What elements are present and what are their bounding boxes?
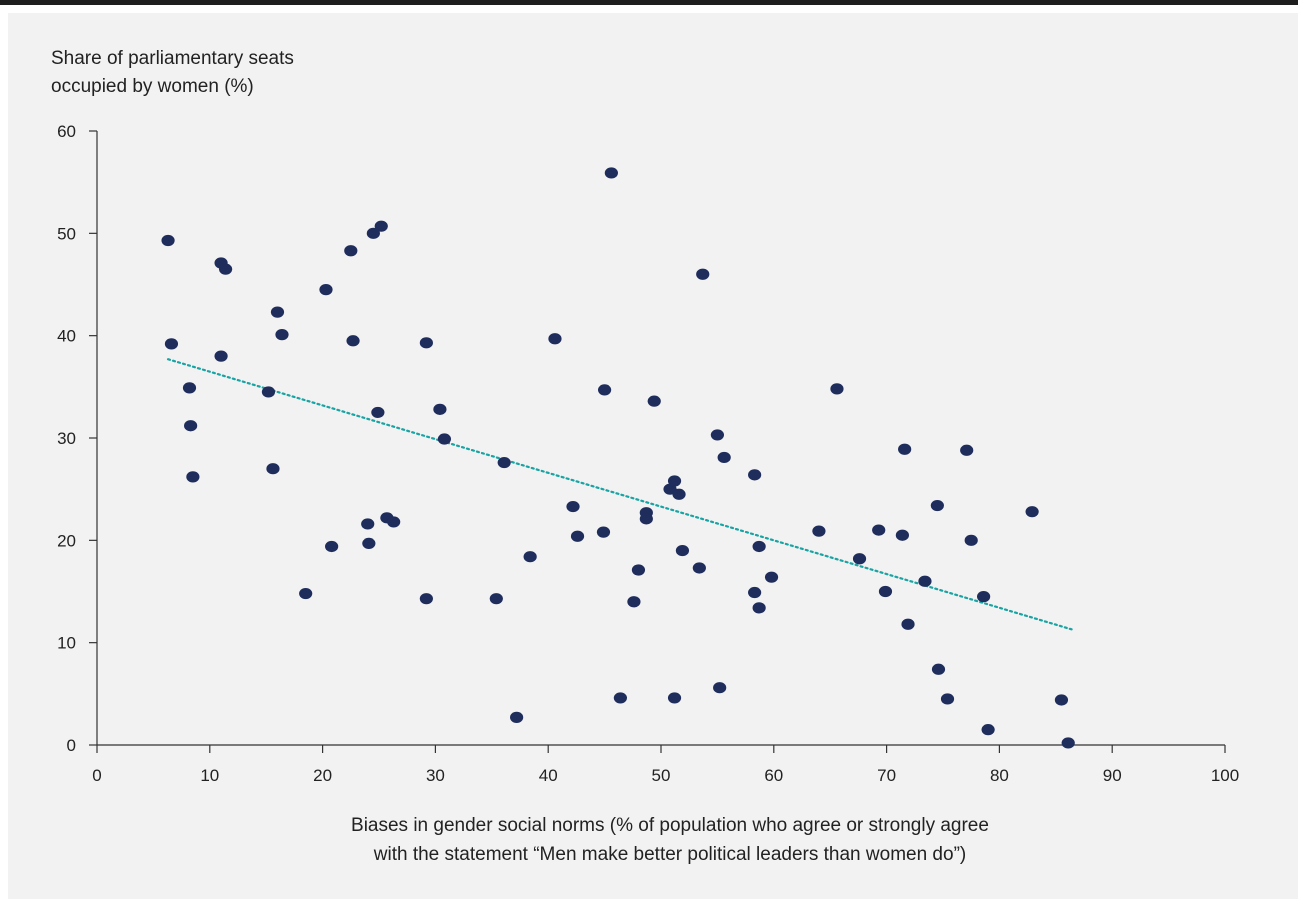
y-axis-title: Share of parliamentary seats occupied by… [51, 48, 294, 97]
data-point [940, 693, 955, 705]
y-tick-label: 30 [57, 429, 76, 448]
data-point [812, 525, 826, 537]
data-point [523, 551, 537, 563]
x-tick-label: 60 [764, 766, 783, 785]
data-point [752, 602, 766, 614]
data-point [960, 444, 974, 456]
data-point [261, 386, 276, 398]
data-point [764, 571, 779, 583]
data-point [901, 618, 915, 630]
data-point [895, 529, 909, 541]
data-point [164, 338, 179, 350]
data-point [361, 518, 375, 530]
data-point [977, 591, 991, 603]
data-point [692, 562, 706, 574]
data-point [931, 663, 946, 675]
x-axis-title: Biases in gender social norms (% of popu… [351, 815, 989, 865]
x-tick-label: 100 [1211, 766, 1239, 785]
x-tick-label: 90 [1103, 766, 1122, 785]
data-point [596, 526, 611, 538]
data-point [647, 395, 661, 407]
data-point [748, 586, 762, 599]
y-tick-label: 60 [57, 122, 76, 141]
data-point [872, 524, 886, 536]
data-point [964, 534, 978, 546]
data-point [1061, 737, 1075, 749]
data-point [362, 537, 376, 550]
data-point [672, 488, 686, 500]
data-point [218, 263, 233, 275]
data-point [275, 329, 289, 341]
data-point [566, 500, 580, 513]
data-point [548, 333, 562, 345]
data-point [930, 499, 944, 512]
data-point [489, 593, 503, 605]
data-point [437, 433, 452, 445]
data-point [497, 456, 511, 469]
y-tick-label: 50 [57, 224, 76, 243]
data-point [266, 463, 280, 475]
y-tick-label: 0 [67, 736, 76, 755]
data-point [627, 596, 641, 608]
data-point [570, 530, 585, 542]
y-tick-label: 40 [57, 327, 76, 346]
data-point [667, 692, 682, 704]
data-point [419, 593, 433, 605]
y-tick-label: 20 [57, 531, 76, 550]
data-point [366, 227, 380, 239]
points-layer [161, 167, 1075, 749]
data-point [878, 585, 893, 598]
data-point [604, 167, 618, 179]
data-point [1054, 694, 1069, 706]
data-point [918, 575, 932, 587]
x-tick-label: 80 [990, 766, 1009, 785]
data-point [830, 383, 844, 395]
data-point [598, 384, 612, 396]
data-point [182, 382, 197, 394]
data-point [371, 406, 385, 419]
data-point [981, 724, 995, 736]
data-point [184, 420, 198, 432]
x-tick-label: 30 [426, 766, 445, 785]
x-tick-label: 20 [313, 766, 332, 785]
data-point [717, 451, 731, 464]
data-point [696, 268, 710, 280]
data-point [898, 443, 912, 455]
axes: 0 10 20 30 40 50 60 0 10 20 30 40 50 60 70 80 90 100 [57, 122, 1239, 785]
chart-panel [8, 13, 1298, 899]
data-point [613, 692, 627, 704]
x-tick-label: 50 [652, 766, 671, 785]
data-point [631, 564, 646, 576]
data-point [186, 471, 200, 483]
data-point [344, 245, 358, 257]
data-point [510, 711, 524, 723]
data-point [346, 335, 360, 347]
data-point [387, 516, 401, 528]
data-point [667, 475, 682, 487]
data-point [270, 306, 285, 318]
data-point [325, 540, 339, 553]
data-point [419, 337, 433, 349]
x-tick-label: 70 [877, 766, 896, 785]
x-tick-label: 40 [539, 766, 558, 785]
data-point [675, 544, 690, 557]
data-point [852, 553, 867, 565]
data-point [639, 513, 653, 525]
data-point [713, 682, 727, 694]
data-point [319, 284, 333, 296]
y-tick-label: 10 [57, 634, 76, 653]
data-point [299, 587, 313, 600]
x-tick-label: 10 [200, 766, 219, 785]
data-point [374, 220, 388, 232]
data-point [710, 429, 725, 441]
data-point [433, 403, 447, 415]
data-point [748, 469, 762, 481]
top-rule [0, 0, 1298, 5]
data-point [214, 350, 228, 362]
data-point [1025, 506, 1039, 518]
data-point [752, 540, 766, 553]
data-point [161, 234, 175, 247]
x-tick-label: 0 [92, 766, 101, 785]
